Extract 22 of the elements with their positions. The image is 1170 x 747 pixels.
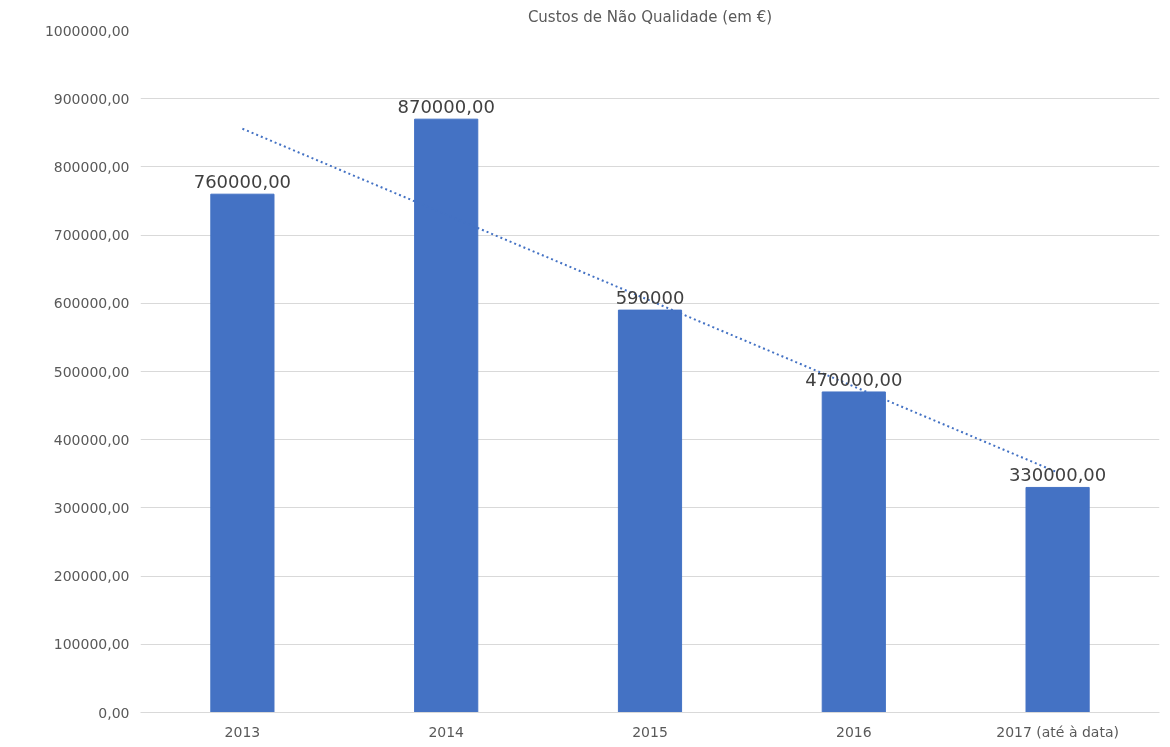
y-tick-label: 600000,00 [53,295,130,312]
x-tick-label: 2017 (até à data) [996,723,1119,740]
x-tick-label: 2013 [224,723,261,740]
chart-title: Custos de Não Qualidade (em €) [527,7,773,26]
y-tick-label: 700000,00 [53,227,130,244]
x-tick-label: 2014 [428,723,465,740]
x-tick-label: 2016 [835,723,872,740]
y-tick-label: 1000000,00 [44,22,130,39]
y-tick-label: 0,00 [98,704,130,721]
data-label: 870000,00 [397,96,495,118]
y-tick-label: 400000,00 [53,431,130,448]
y-tick-label: 500000,00 [53,363,130,380]
y-tick-label: 900000,00 [53,90,130,107]
x-tick-label: 2015 [632,723,668,740]
y-tick-label: 200000,00 [53,568,130,585]
bar [210,193,275,713]
y-tick-label: 800000,00 [53,158,130,175]
y-tick-label: 100000,00 [53,636,130,653]
y-tick-label: 300000,00 [53,499,130,516]
bar [1025,486,1090,713]
data-label: 760000,00 [193,171,292,193]
data-label: 330000,00 [1008,464,1107,486]
